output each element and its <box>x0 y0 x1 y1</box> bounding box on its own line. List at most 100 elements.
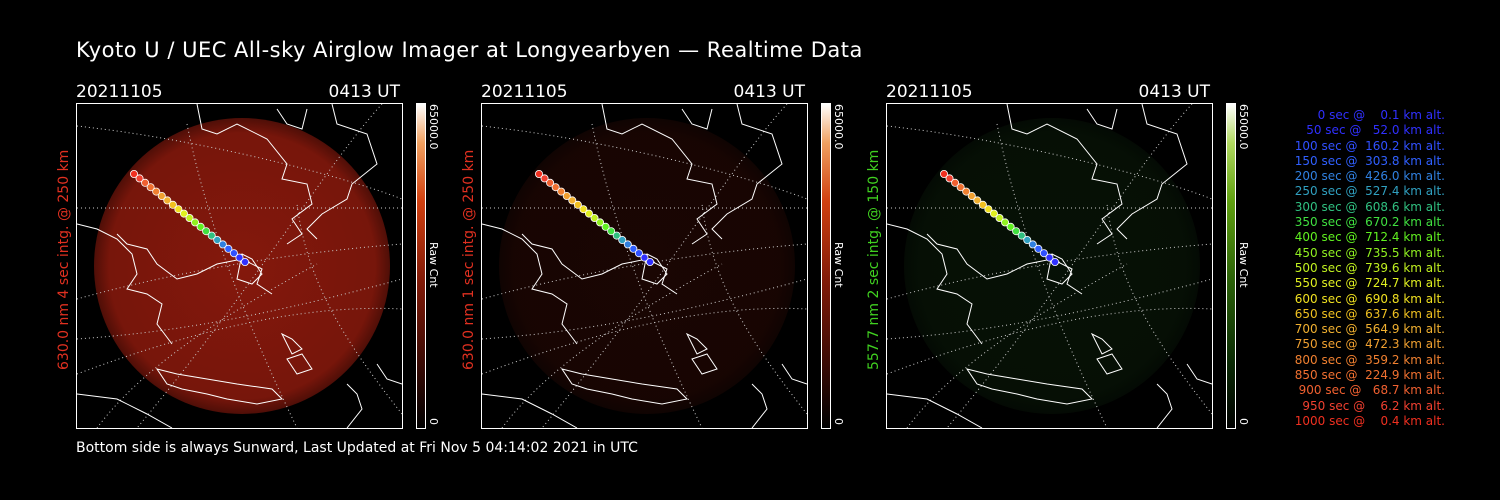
legend-row: 350 sec @ 670.2 km alt. <box>1290 215 1445 230</box>
trajectory-point <box>218 240 227 249</box>
trajectory-point <box>157 192 166 201</box>
trajectory-point <box>989 209 998 218</box>
legend-row: 300 sec @ 608.6 km alt. <box>1290 199 1445 214</box>
coast-path <box>1186 363 1212 385</box>
trajectory-point <box>562 192 571 201</box>
trajectory-point <box>1012 227 1021 236</box>
coast-path <box>77 223 173 345</box>
coast-path <box>236 253 263 285</box>
trajectory-point <box>601 222 610 231</box>
trajectory-point <box>546 178 555 187</box>
panel-3-cbar-min: 0 <box>1237 418 1250 425</box>
trajectory-point <box>540 174 549 183</box>
grid-line <box>482 125 807 200</box>
trajectory-point <box>163 196 172 205</box>
trajectory-point <box>1039 249 1048 258</box>
coastline <box>77 104 402 428</box>
trajectory-point <box>174 205 183 214</box>
coast-path <box>781 363 807 385</box>
trajectory-point <box>213 235 222 244</box>
trajectory-point <box>1017 231 1026 240</box>
trajectory-point <box>196 222 205 231</box>
trajectory-point <box>535 170 544 179</box>
trajectory-point <box>1001 218 1010 227</box>
panel-3-cbar-max: 65000.0 <box>1237 104 1250 150</box>
trajectory-point <box>191 218 200 227</box>
coast-path <box>965 368 1094 405</box>
grid-line <box>701 203 807 415</box>
coast-path <box>376 363 402 385</box>
footer-status: Bottom side is always Sunward, Last Upda… <box>76 440 638 456</box>
panel-1-image <box>76 103 403 429</box>
panel-3-ylabel: 557.7 nm 2 sec intg. @ 150 km <box>866 149 882 370</box>
panel-2-cbar-label: Raw Cnt <box>832 242 845 288</box>
grid-line <box>906 263 1128 428</box>
trajectory-point <box>607 227 616 236</box>
panel-2-svg <box>482 104 807 428</box>
coast-path <box>116 233 273 295</box>
grid-line <box>96 263 318 428</box>
legend-row: 450 sec @ 735.5 km alt. <box>1290 245 1445 260</box>
coast-path <box>1046 253 1073 285</box>
trajectory-point <box>207 231 216 240</box>
panel-2-cbar-min: 0 <box>832 418 845 425</box>
legend-row: 250 sec @ 527.4 km alt. <box>1290 184 1445 199</box>
legend-row: 500 sec @ 739.6 km alt. <box>1290 260 1445 275</box>
legend-row: 1000 sec @ 0.4 km alt. <box>1294 413 1445 428</box>
panel-1-cbar-max: 65000.0 <box>427 104 440 150</box>
coast-path <box>685 332 708 355</box>
legend-row: 0 sec @ 0.1 km alt. <box>1306 108 1445 122</box>
trajectory-point <box>235 253 244 262</box>
coastline <box>887 104 1212 428</box>
panel-1-cbar-label: Raw Cnt <box>427 242 440 288</box>
grid-line <box>591 123 703 428</box>
panel-3-cbar-label: Raw Cnt <box>1237 242 1250 288</box>
trajectory-point <box>1050 257 1059 266</box>
trajectory-point <box>590 214 599 223</box>
coast-path <box>887 393 983 428</box>
trajectory-point <box>130 170 139 179</box>
trajectory-point <box>557 187 566 196</box>
trajectory-point <box>629 244 638 253</box>
trajectory-point <box>995 214 1004 223</box>
panel-2-date: 20211105 <box>481 82 568 102</box>
legend-row: 700 sec @ 564.9 km alt. <box>1290 322 1445 337</box>
trajectory-point <box>168 200 177 209</box>
trajectory-point <box>623 240 632 249</box>
trajectory-point <box>973 196 982 205</box>
legend-row: 600 sec @ 690.8 km alt. <box>1290 291 1445 306</box>
trajectory-point <box>568 196 577 205</box>
trajectory-point <box>551 183 560 192</box>
legend-row: 800 sec @ 359.2 km alt. <box>1290 352 1445 367</box>
panel-2-cbar-max: 65000.0 <box>832 104 845 150</box>
sky-glow <box>94 118 390 414</box>
legend-row: 50 sec @ 52.0 km alt. <box>1298 123 1445 138</box>
coast-path <box>346 383 363 428</box>
trajectory-point <box>945 174 954 183</box>
trajectory-point <box>956 183 965 192</box>
trajectory-point <box>224 244 233 253</box>
trajectory-point <box>185 214 194 223</box>
panel-3-date: 20211105 <box>886 82 973 102</box>
legend-row: 950 sec @ 6.2 km alt. <box>1298 398 1445 413</box>
coast-path <box>681 108 713 130</box>
panel-2-time: 0413 UT <box>733 82 806 102</box>
panel-1-time: 0413 UT <box>328 82 401 102</box>
coast-path <box>521 233 678 295</box>
trajectory-point <box>573 200 582 209</box>
trajectory-point <box>634 249 643 258</box>
coast-path <box>1086 108 1118 130</box>
panel-3-image <box>886 103 1213 429</box>
coast-path <box>286 353 313 375</box>
trajectory-point <box>962 187 971 196</box>
grid-line <box>887 125 1212 200</box>
trajectory-point <box>202 227 211 236</box>
coast-path <box>641 253 668 285</box>
legend-row: 650 sec @ 637.6 km alt. <box>1290 306 1445 321</box>
coast-path <box>887 223 983 345</box>
trajectory-point <box>618 235 627 244</box>
panel-1-svg <box>77 104 402 428</box>
trajectory-point <box>596 218 605 227</box>
coast-path <box>751 383 768 428</box>
trajectory-point <box>1023 235 1032 244</box>
